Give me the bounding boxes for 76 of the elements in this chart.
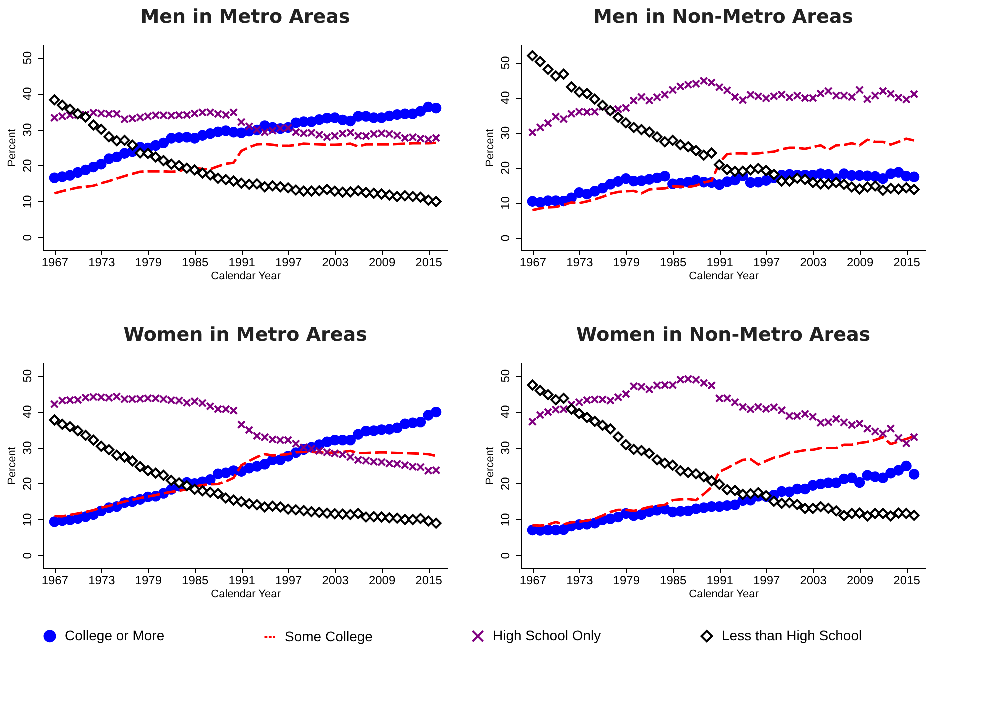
y-tick-label: 20 (498, 161, 512, 175)
y-axis-title: Percent (6, 129, 18, 167)
x-tick-label: 1997 (753, 574, 781, 588)
y-tick-label: 0 (498, 234, 512, 242)
x-tick-label: 1979 (613, 574, 640, 588)
y-tick-label: 10 (20, 512, 34, 527)
y-tick-label: 20 (20, 476, 34, 491)
x-tick-label: 1973 (566, 574, 594, 588)
y-tick-label: 50 (20, 369, 34, 383)
legend-label: High School Only (493, 627, 602, 644)
x-tick-label: 1991 (706, 256, 734, 270)
x-tick-label: 1985 (182, 256, 210, 270)
y-tick-label: 0 (498, 552, 512, 560)
x-tick-label: 2003 (800, 256, 828, 270)
y-tick-label: 10 (498, 196, 512, 210)
y-tick-label: 30 (20, 441, 34, 455)
x-tick-label: 1967 (520, 256, 547, 270)
legend-label: College or More (65, 627, 165, 644)
y-axis-title: Percent (6, 447, 18, 485)
chart-title: Men in Metro Areas (140, 6, 350, 28)
x-axis-title: Calendar Year (689, 270, 760, 282)
x-tick-label: 1985 (182, 574, 210, 588)
x-tick-label: 2015 (894, 256, 921, 270)
y-axis-title: Percent (484, 447, 496, 485)
x-tick-label: 1979 (613, 256, 640, 270)
x-tick-label: 1967 (42, 256, 69, 270)
y-tick-label: 20 (498, 476, 512, 491)
x-tick-label: 2009 (368, 256, 396, 270)
x-axis-title: Calendar Year (211, 588, 282, 600)
x-tick-label: 1997 (275, 256, 303, 270)
y-tick-label: 0 (20, 552, 34, 560)
x-tick-label: 2003 (322, 256, 350, 270)
y-tick-label: 30 (498, 441, 512, 455)
y-tick-label: 10 (498, 512, 512, 527)
x-tick-label: 1991 (228, 256, 256, 270)
y-tick-label: 40 (20, 87, 34, 101)
y-axis-title: Percent (484, 129, 496, 167)
x-tick-label: 2015 (416, 574, 443, 588)
x-tick-label: 1991 (706, 574, 734, 588)
legend-label: Less than High School (722, 627, 862, 644)
x-tick-label: 1985 (660, 574, 688, 588)
chart-title: Women in Non-Metro Areas (576, 324, 871, 346)
x-axis-title: Calendar Year (211, 270, 282, 282)
x-tick-label: 1979 (135, 256, 162, 270)
x-tick-label: 2015 (894, 574, 921, 588)
x-tick-label: 2009 (846, 256, 874, 270)
y-tick-label: 50 (498, 369, 512, 383)
x-tick-label: 1979 (135, 574, 162, 588)
y-tick-label: 40 (498, 91, 512, 105)
x-tick-label: 2015 (416, 256, 443, 270)
x-tick-label: 1973 (88, 256, 116, 270)
y-tick-label: 10 (20, 194, 34, 209)
x-tick-label: 2003 (800, 574, 828, 588)
y-tick-label: 40 (20, 405, 34, 419)
y-tick-label: 50 (20, 51, 34, 65)
x-tick-label: 1967 (42, 574, 69, 588)
y-tick-label: 50 (498, 56, 512, 70)
chart-title: Men in Non-Metro Areas (594, 6, 854, 28)
x-tick-label: 2003 (322, 574, 350, 588)
y-tick-label: 30 (20, 123, 34, 137)
y-tick-label: 0 (20, 234, 34, 242)
x-tick-label: 1973 (88, 574, 116, 588)
y-tick-label: 20 (20, 158, 34, 173)
x-tick-label: 1973 (566, 256, 594, 270)
y-tick-label: 40 (498, 405, 512, 419)
x-tick-label: 1991 (228, 574, 256, 588)
chart-title: Women in Metro Areas (124, 324, 368, 346)
x-tick-label: 1997 (753, 256, 781, 270)
x-axis-title: Calendar Year (689, 588, 760, 600)
y-tick-label: 30 (498, 126, 512, 140)
x-tick-label: 2009 (846, 574, 874, 588)
x-tick-label: 2009 (368, 574, 396, 588)
x-tick-label: 1967 (520, 574, 547, 588)
x-tick-label: 1997 (275, 574, 303, 588)
x-tick-label: 1985 (660, 256, 688, 270)
legend-label: Some College (285, 628, 374, 644)
